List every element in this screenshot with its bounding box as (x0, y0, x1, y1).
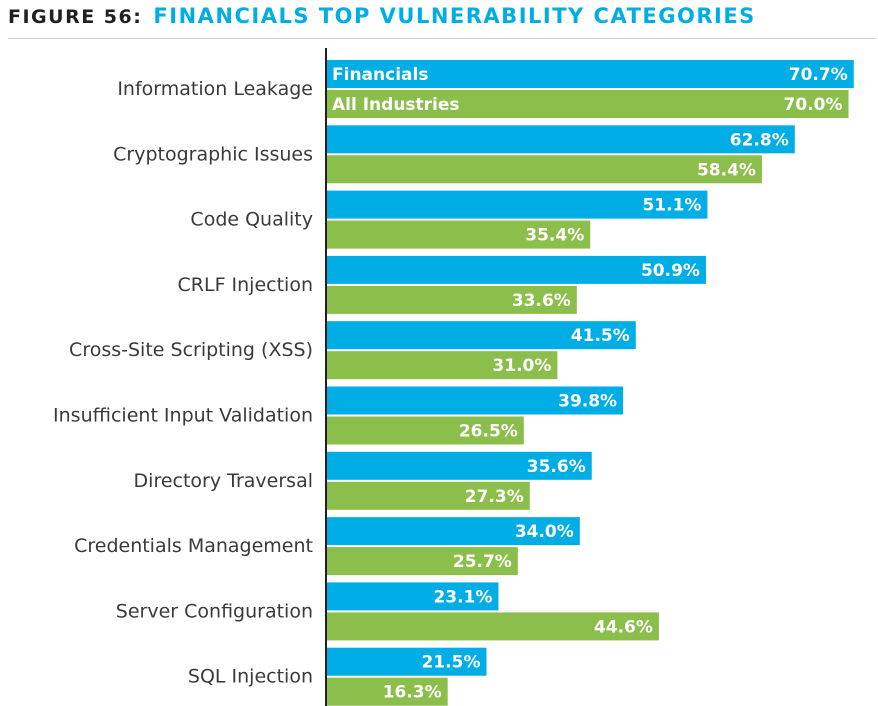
financials-value-label: 70.7% (789, 65, 848, 85)
legend-series-label: Financials (332, 65, 428, 85)
category-label: Code Quality (190, 209, 313, 231)
all-industries-bar (326, 155, 762, 184)
all-industries-value-label: 70.0% (784, 95, 843, 115)
financials-bar (326, 255, 706, 284)
category-label: Information Leakage (117, 78, 313, 100)
category-label: Credentials Management (74, 535, 313, 557)
financials-bar (326, 517, 580, 546)
all-industries-bar (326, 351, 558, 380)
financials-value-label: 39.8% (558, 392, 617, 412)
all-industries-value-label: 16.3% (383, 683, 442, 703)
all-industries-value-label: 31.0% (492, 356, 551, 376)
all-industries-value-label: 44.6% (594, 617, 653, 637)
all-industries-value-label: 33.6% (512, 291, 571, 311)
category-label: CRLF Injection (178, 274, 313, 296)
financials-value-label: 34.0% (515, 522, 574, 542)
all-industries-bar (326, 612, 659, 641)
financials-bar (326, 647, 487, 676)
header-divider (8, 38, 876, 39)
financials-value-label: 51.1% (642, 196, 701, 216)
financials-bar (326, 190, 708, 219)
figure-number: FIGURE 56: (8, 6, 143, 28)
all-industries-value-label: 25.7% (453, 552, 512, 572)
figure-header: FIGURE 56: FINANCIALS TOP VULNERABILITY … (8, 4, 756, 32)
all-industries-bar (326, 547, 518, 576)
financials-bar (326, 386, 624, 415)
all-industries-bar (326, 285, 577, 314)
financials-bar (326, 582, 499, 611)
category-label: Directory Traversal (134, 470, 313, 492)
all-industries-bar (326, 677, 448, 706)
category-label: SQL Injection (188, 666, 313, 688)
financials-value-label: 23.1% (433, 587, 492, 607)
legend-series-label: All Industries (332, 95, 460, 115)
financials-bar (326, 451, 592, 480)
all-industries-value-label: 58.4% (697, 160, 756, 180)
financials-value-label: 21.5% (422, 653, 481, 673)
financials-bar (326, 60, 854, 88)
financials-value-label: 50.9% (641, 261, 700, 281)
all-industries-bar (326, 481, 530, 510)
financials-value-label: 35.6% (527, 457, 586, 477)
financials-bar (326, 125, 795, 154)
figure-title: FINANCIALS TOP VULNERABILITY CATEGORIES (153, 4, 756, 28)
financials-value-label: 41.5% (571, 326, 630, 346)
all-industries-value-label: 26.5% (459, 422, 518, 442)
category-label: Cross-Site Scripting (XSS) (69, 339, 313, 361)
category-label: Cryptographic Issues (113, 143, 313, 165)
financials-value-label: 62.8% (730, 130, 789, 150)
category-label: Server Configuration (116, 600, 313, 622)
all-industries-value-label: 27.3% (465, 487, 524, 507)
all-industries-bar (326, 416, 524, 445)
all-industries-bar (326, 220, 591, 249)
all-industries-bar (326, 90, 849, 118)
all-industries-value-label: 35.4% (525, 226, 584, 246)
financials-bar (326, 321, 636, 350)
category-label: Insufficient Input Validation (53, 405, 313, 427)
